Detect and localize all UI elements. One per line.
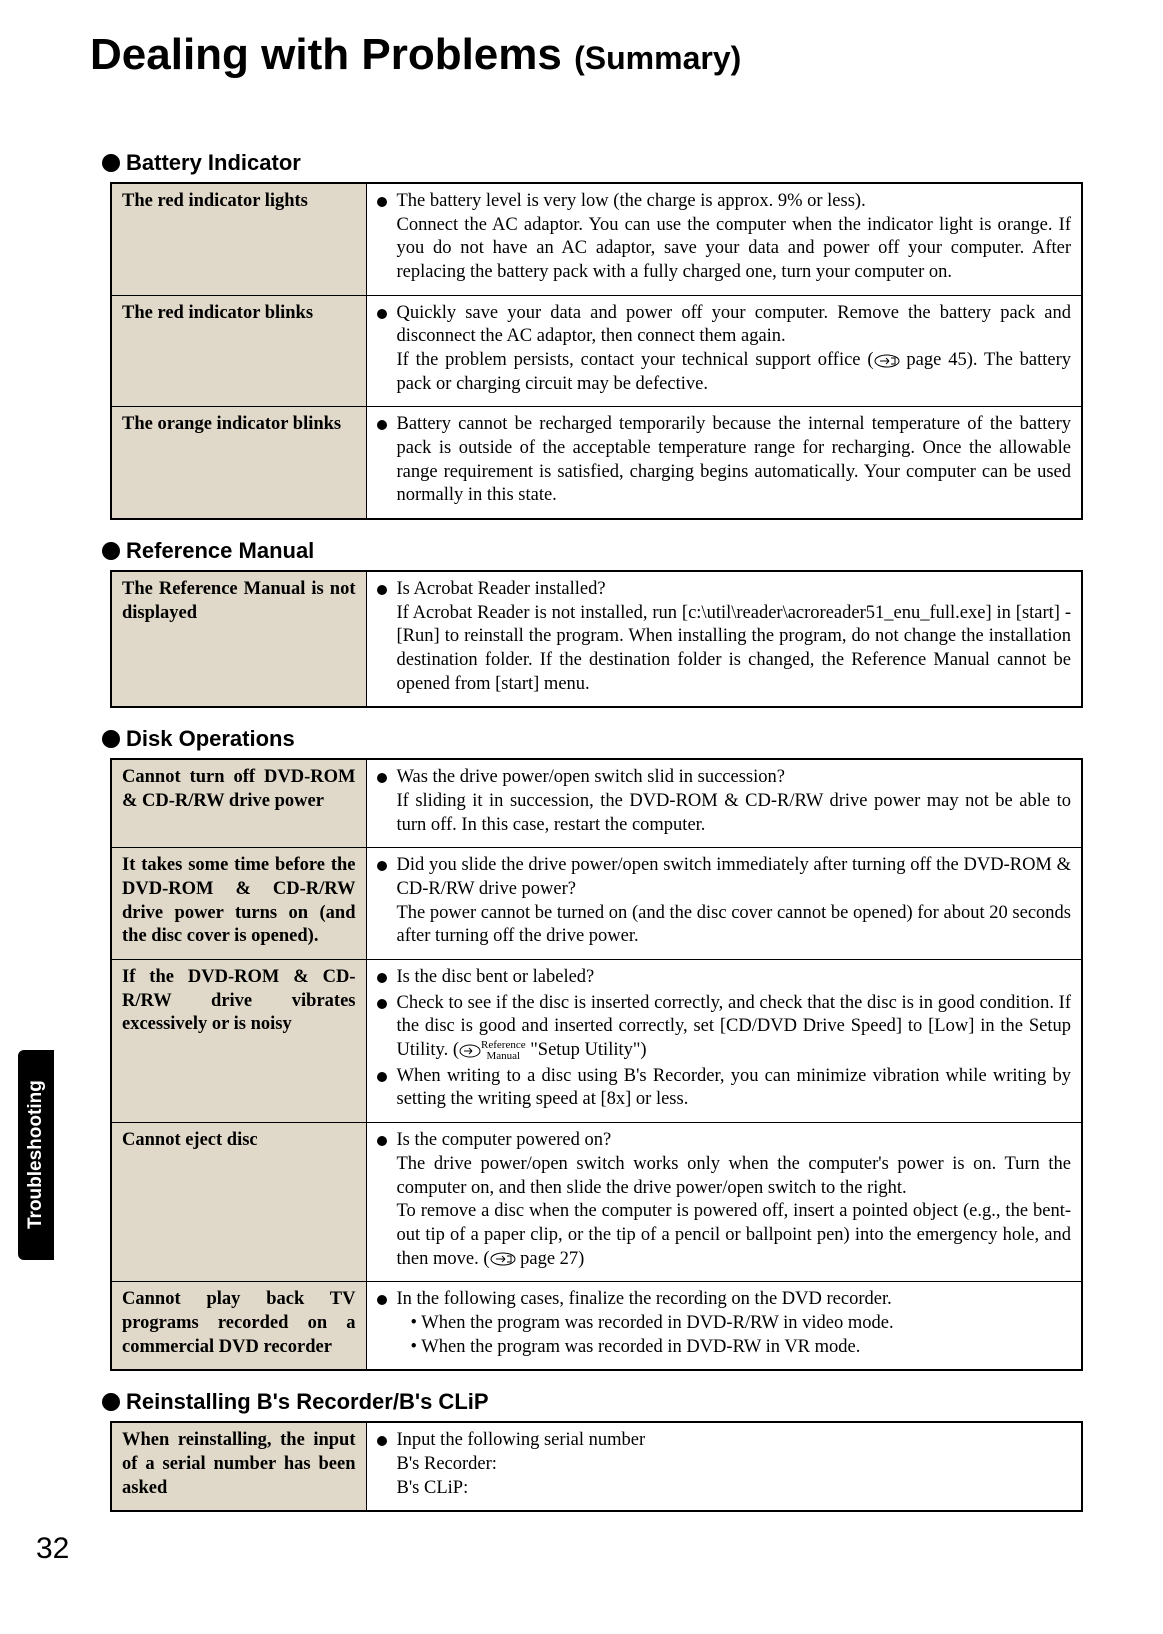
section-heading: Disk Operations	[102, 726, 1083, 752]
list-item: Is the computer powered on?The drive pow…	[377, 1129, 1072, 1271]
list-item: Check to see if the disc is inserted cor…	[377, 992, 1072, 1063]
item-body: To remove a disc when the computer is po…	[397, 1200, 1072, 1271]
problem-label: The red indicator lights	[111, 183, 366, 295]
table-row: If the DVD-ROM & CD-R/RW drive vibrates …	[111, 960, 1082, 1123]
trouble-table: Cannot turn off DVD-ROM & CD-R/RW drive …	[110, 758, 1083, 1371]
item-body: The drive power/open switch works only w…	[397, 1153, 1072, 1200]
solution-list: Did you slide the drive power/open switc…	[377, 854, 1072, 949]
table-row: Cannot eject discIs the computer powered…	[111, 1123, 1082, 1282]
problem-label: The red indicator blinks	[111, 295, 366, 407]
problem-solution: Input the following serial numberB's Rec…	[366, 1422, 1082, 1511]
problem-label: Cannot eject disc	[111, 1123, 366, 1282]
section-heading-text: Reinstalling B's Recorder/B's CLiP	[126, 1389, 489, 1415]
solution-list: Battery cannot be recharged temporarily …	[377, 413, 1072, 508]
problem-label: If the DVD-ROM & CD-R/RW drive vibrates …	[111, 960, 366, 1123]
problem-solution: The battery level is very low (the charg…	[366, 183, 1082, 295]
problem-label: The Reference Manual is not displayed	[111, 571, 366, 707]
list-item: Is the disc bent or labeled?	[377, 966, 1072, 990]
problem-label: Cannot turn off DVD-ROM & CD-R/RW drive …	[111, 759, 366, 848]
problem-solution: Did you slide the drive power/open switc…	[366, 848, 1082, 960]
pointer-icon	[874, 354, 900, 368]
item-body: If the problem persists, contact your te…	[397, 349, 1072, 396]
bullet-icon	[102, 730, 120, 748]
list-item: Did you slide the drive power/open switc…	[377, 854, 1072, 949]
trouble-table: When reinstalling, the input of a serial…	[110, 1421, 1083, 1512]
list-item: When writing to a disc using B's Recorde…	[377, 1065, 1072, 1112]
table-row: Cannot turn off DVD-ROM & CD-R/RW drive …	[111, 759, 1082, 848]
problem-solution: Quickly save your data and power off you…	[366, 295, 1082, 407]
item-body: If sliding it in succession, the DVD-ROM…	[397, 790, 1072, 837]
serial-line: B's CLiP:	[397, 1477, 1072, 1501]
problem-label: When reinstalling, the input of a serial…	[111, 1422, 366, 1511]
solution-list: Quickly save your data and power off you…	[377, 302, 1072, 397]
pointer-icon	[459, 1044, 481, 1058]
section-heading-text: Reference Manual	[126, 538, 314, 564]
list-item: Is Acrobat Reader installed?If Acrobat R…	[377, 578, 1072, 696]
list-item: Input the following serial numberB's Rec…	[377, 1429, 1072, 1500]
page-number: 32	[36, 1532, 69, 1566]
list-item: In the following cases, finalize the rec…	[377, 1288, 1072, 1359]
table-row: The red indicator lightsThe battery leve…	[111, 183, 1082, 295]
solution-list: The battery level is very low (the charg…	[377, 190, 1072, 285]
item-body: If Acrobat Reader is not installed, run …	[397, 602, 1072, 697]
problem-solution: Is Acrobat Reader installed?If Acrobat R…	[366, 571, 1082, 707]
section-heading-text: Battery Indicator	[126, 150, 301, 176]
sub-item: • When the program was recorded in DVD-R…	[397, 1336, 1072, 1360]
section-heading: Battery Indicator	[102, 150, 1083, 176]
table-row: The red indicator blinksQuickly save you…	[111, 295, 1082, 407]
list-item: Quickly save your data and power off you…	[377, 302, 1072, 397]
bullet-icon	[102, 154, 120, 172]
list-item: Battery cannot be recharged temporarily …	[377, 413, 1072, 508]
serial-line: B's Recorder:	[397, 1453, 1072, 1477]
problem-solution: Is the disc bent or labeled?Check to see…	[366, 960, 1082, 1123]
section-heading: Reinstalling B's Recorder/B's CLiP	[102, 1389, 1083, 1415]
item-body: The power cannot be turned on (and the d…	[397, 902, 1072, 949]
side-tab-troubleshooting: Troubleshooting	[18, 1050, 54, 1260]
title-main: Dealing with Problems	[90, 30, 562, 79]
section-heading: Reference Manual	[102, 538, 1083, 564]
trouble-table: The Reference Manual is not displayedIs …	[110, 570, 1083, 708]
solution-list: Is the disc bent or labeled?Check to see…	[377, 966, 1072, 1112]
bullet-icon	[102, 542, 120, 560]
problem-label: The orange indicator blinks	[111, 407, 366, 519]
problem-solution: Is the computer powered on?The drive pow…	[366, 1123, 1082, 1282]
solution-list: Input the following serial numberB's Rec…	[377, 1429, 1072, 1500]
solution-list: Was the drive power/open switch slid in …	[377, 766, 1072, 837]
list-item: The battery level is very low (the charg…	[377, 190, 1072, 285]
problem-solution: Battery cannot be recharged temporarily …	[366, 407, 1082, 519]
problem-label: Cannot play back TV programs recorded on…	[111, 1282, 366, 1371]
solution-list: Is Acrobat Reader installed?If Acrobat R…	[377, 578, 1072, 696]
title-sub: (Summary)	[574, 40, 741, 76]
solution-list: Is the computer powered on?The drive pow…	[377, 1129, 1072, 1271]
sub-item: • When the program was recorded in DVD-R…	[397, 1312, 1072, 1336]
pointer-icon	[490, 1252, 516, 1266]
table-row: Cannot play back TV programs recorded on…	[111, 1282, 1082, 1371]
list-item: Was the drive power/open switch slid in …	[377, 766, 1072, 837]
trouble-table: The red indicator lightsThe battery leve…	[110, 182, 1083, 520]
problem-solution: In the following cases, finalize the rec…	[366, 1282, 1082, 1371]
table-row: The Reference Manual is not displayedIs …	[111, 571, 1082, 707]
problem-label: It takes some time before the DVD-ROM & …	[111, 848, 366, 960]
problem-solution: Was the drive power/open switch slid in …	[366, 759, 1082, 848]
table-row: The orange indicator blinksBattery canno…	[111, 407, 1082, 519]
page-title: Dealing with Problems (Summary)	[90, 30, 1083, 80]
bullet-icon	[102, 1393, 120, 1411]
item-body: Connect the AC adaptor. You can use the …	[397, 214, 1072, 285]
table-row: When reinstalling, the input of a serial…	[111, 1422, 1082, 1511]
reference-manual-icon: ReferenceManual	[481, 1040, 526, 1062]
table-row: It takes some time before the DVD-ROM & …	[111, 848, 1082, 960]
solution-list: In the following cases, finalize the rec…	[377, 1288, 1072, 1359]
section-heading-text: Disk Operations	[126, 726, 295, 752]
